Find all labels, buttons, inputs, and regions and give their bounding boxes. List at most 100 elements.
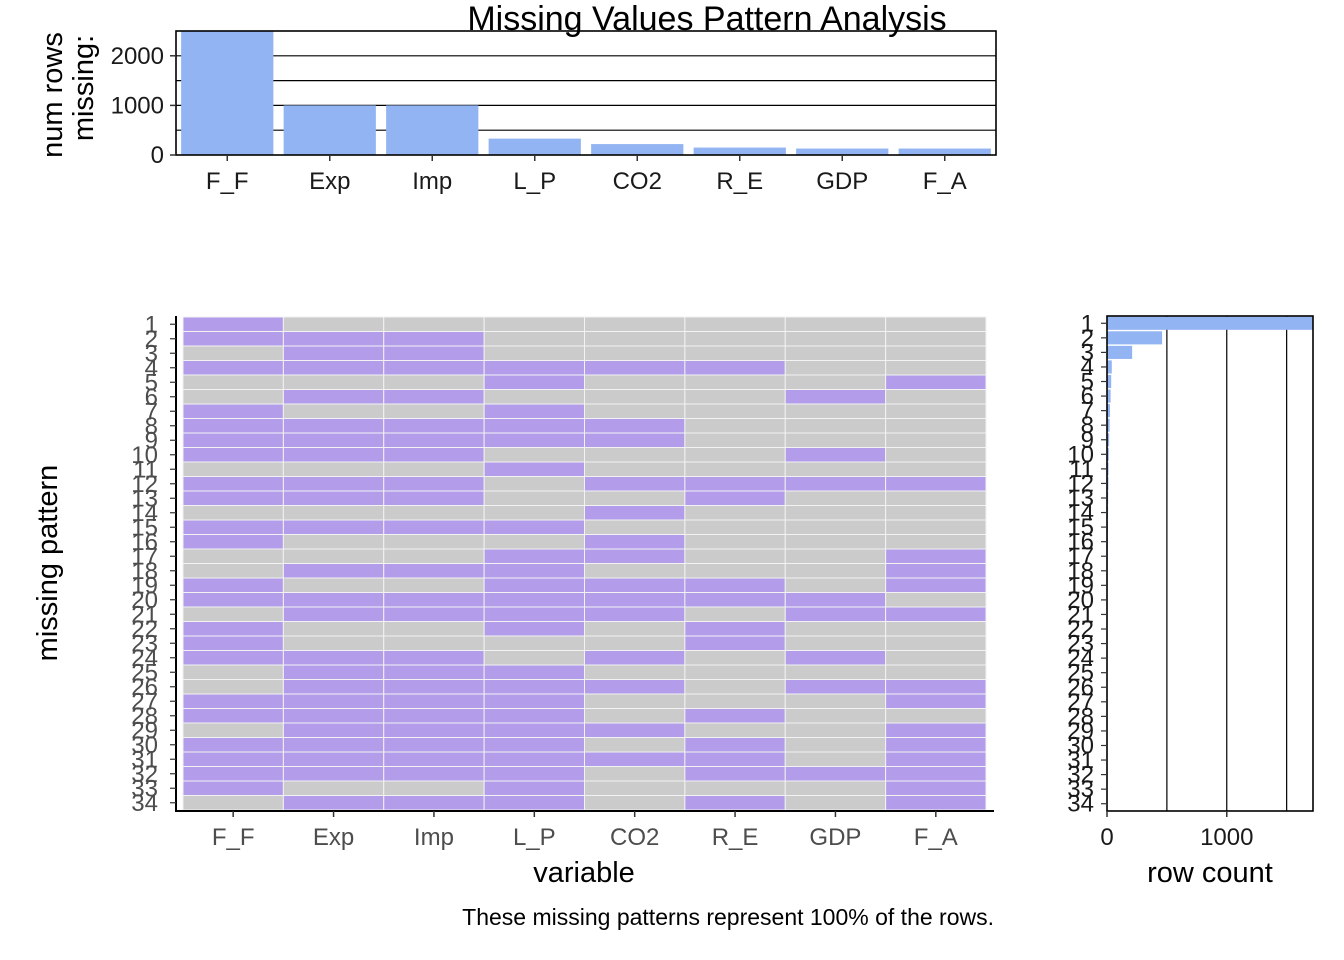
heatmap-cell	[784, 505, 887, 521]
heatmap-cell	[282, 737, 385, 753]
heatmap-cell	[483, 693, 585, 709]
heatmap-cell	[483, 461, 585, 477]
right-y-tick-label: 28	[1067, 703, 1094, 730]
heatmap-cell	[182, 577, 284, 593]
heatmap-y-tick-label: 15	[131, 514, 158, 541]
heatmap-cell	[684, 389, 786, 405]
heatmap-cell	[584, 331, 686, 347]
heatmap-cell	[282, 476, 385, 492]
heatmap-cell	[282, 447, 385, 463]
heatmap-cell	[483, 563, 585, 579]
heatmap-cell	[282, 722, 385, 738]
heatmap-y-tick-label: 22	[131, 616, 158, 643]
heatmap-cell	[182, 708, 284, 724]
right-x-tick-label: 0	[1100, 824, 1113, 851]
heatmap-cell	[684, 795, 786, 811]
heatmap-cell	[584, 751, 686, 767]
heatmap-cell	[483, 534, 585, 550]
heatmap-cell	[584, 795, 686, 811]
heatmap-cell	[282, 708, 385, 724]
right-y-tick-label: 2	[1081, 325, 1094, 352]
heatmap-cell	[784, 693, 887, 709]
heatmap-cell	[483, 418, 585, 434]
heatmap-cell	[282, 403, 385, 419]
heatmap-x-tick-label: GDP	[809, 824, 861, 851]
heatmap-y-tick-label: 34	[131, 790, 158, 817]
heatmap-cell	[483, 548, 585, 564]
heatmap-cell	[383, 316, 485, 332]
heatmap-cell	[182, 432, 284, 448]
chart-caption: These missing patterns represent 100% of…	[462, 904, 994, 930]
heatmap-cell	[684, 461, 786, 477]
heatmap-cell	[483, 737, 585, 753]
heatmap-cell	[584, 780, 686, 796]
top-bar-R_E	[693, 147, 786, 155]
heatmap-cell	[383, 519, 485, 535]
heatmap-cell	[383, 737, 485, 753]
heatmap-cell	[584, 722, 686, 738]
heatmap-cell	[584, 490, 686, 506]
top-x-tick-label: Exp	[309, 168, 350, 195]
heatmap-x-tick-label: F_F	[212, 824, 255, 851]
heatmap-cell	[684, 331, 786, 347]
top-chart-frame	[175, 30, 997, 156]
right-y-tick-label: 4	[1081, 354, 1094, 381]
right-chart-x-axis-title: row count	[1147, 857, 1273, 889]
heatmap-cell	[784, 795, 887, 811]
heatmap-cell	[282, 621, 385, 637]
heatmap-cell	[483, 447, 585, 463]
heatmap-cell	[483, 490, 585, 506]
heatmap-cell	[182, 490, 284, 506]
heatmap-y-tick-label: 31	[131, 746, 158, 773]
heatmap-cell	[684, 374, 786, 390]
right-y-tick-label: 10	[1067, 441, 1094, 468]
right-bar-4	[1107, 360, 1112, 374]
right-y-tick-label: 14	[1067, 500, 1094, 527]
heatmap-cell	[282, 679, 385, 695]
heatmap-cell	[684, 534, 786, 550]
right-bar-8	[1107, 418, 1110, 432]
heatmap-x-tick-label: CO2	[610, 824, 659, 851]
right-chart-bars	[1107, 316, 1313, 811]
heatmap-cell	[383, 621, 485, 637]
heatmap-cell	[383, 679, 485, 695]
heatmap-cell	[684, 418, 786, 434]
heatmap-cell	[784, 664, 887, 680]
heatmap-cell	[383, 490, 485, 506]
heatmap-cell	[885, 432, 987, 448]
heatmap-cell	[383, 650, 485, 666]
heatmap-cell	[584, 737, 686, 753]
heatmap-cell	[182, 360, 284, 376]
heatmap-cell	[784, 345, 887, 361]
heatmap-cell	[684, 737, 786, 753]
right-y-tick-label: 32	[1067, 762, 1094, 789]
heatmap-y-tick-label: 1	[145, 311, 158, 338]
heatmap-cell	[584, 548, 686, 564]
heatmap-cell	[784, 316, 887, 332]
heatmap-cell	[182, 621, 284, 637]
heatmap-cell	[784, 577, 887, 593]
heatmap-cell	[885, 447, 987, 463]
heatmap-x-tick-label: F_A	[914, 824, 958, 851]
heatmap-cell	[584, 345, 686, 361]
heatmap-cell	[684, 447, 786, 463]
heatmap-cell	[885, 519, 987, 535]
heatmap-cell	[885, 389, 987, 405]
heatmap-cell	[584, 606, 686, 622]
heatmap-cell	[282, 664, 385, 680]
top-chart-y-axis-title-line2: missing:	[68, 35, 100, 141]
heatmap-cell	[584, 374, 686, 390]
heatmap-cell	[784, 461, 887, 477]
chart-title: Missing Values Pattern Analysis	[467, 0, 946, 38]
heatmap-cell	[282, 548, 385, 564]
heatmap-cell	[282, 316, 385, 332]
heatmap-y-ticks: 1234567891011121314151617181920212223242…	[131, 311, 176, 817]
heatmap-y-tick-label: 19	[131, 572, 158, 599]
heatmap-cell	[584, 505, 686, 521]
right-y-tick-label: 31	[1067, 747, 1094, 774]
heatmap-cell	[282, 461, 385, 477]
top-x-tick-label: F_F	[206, 168, 249, 195]
heatmap-cell	[182, 447, 284, 463]
heatmap-cell	[182, 563, 284, 579]
